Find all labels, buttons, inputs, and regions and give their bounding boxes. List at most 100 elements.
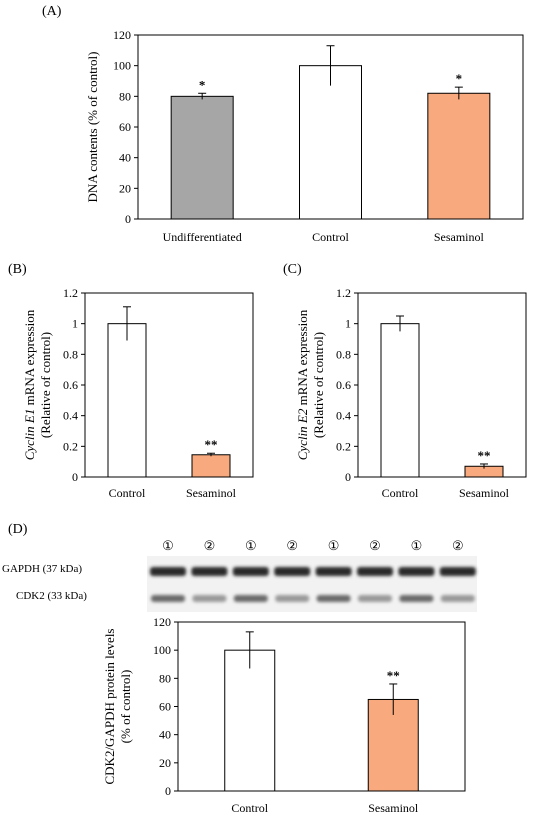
y-axis-label-rest: mRNA expression [22,309,37,408]
y-axis-label-rest: mRNA expression [295,309,310,408]
y-axis-label-gene: Cyclin E2 [295,408,310,460]
bar-control [224,649,276,792]
y-tick-label: 0 [72,470,78,484]
gapdh-band [357,567,393,576]
panel-label-b: (B) [8,262,27,277]
y-tick-label: 1 [345,317,351,331]
error-bar-sesaminol [207,452,215,457]
y-tick-label: 0.8 [63,347,78,361]
y-tick-label: 0 [345,470,351,484]
bar-undifferentiated [170,95,234,220]
gapdh-label: GAPDH (37 kDa) [2,563,83,575]
panel-label-d: (D) [8,522,28,537]
bar-sesaminol [427,92,491,220]
y-tick-label: 1.2 [63,286,78,300]
significance-mark: * [199,77,206,92]
category-label: Control [312,230,349,244]
error-bar-control [123,306,131,341]
lane-label: ① [244,538,257,553]
gapdh-band [274,567,311,576]
significance-mark: ** [205,437,218,452]
y-tick-label: 120 [153,615,171,629]
y-tick-label: 20 [119,181,131,195]
blot-image [147,556,477,612]
y-tick-label: 60 [159,700,171,714]
panel-label-c: (C) [283,262,302,277]
y-tick-label: 0.8 [336,347,351,361]
category-label: Control [109,486,146,500]
chart-a: 0 20 40 60 80 100 120 * Undifferentiated Control *… [85,28,524,244]
y-tick-label: 20 [159,756,171,770]
gapdh-band [315,567,352,576]
y-tick-label: 0.4 [336,409,351,423]
cdk2-band [151,595,185,602]
y-axis-label-gene: Cyclin E1 [22,409,37,461]
lane-label: ② [451,538,464,553]
blot-background [147,556,477,612]
y-tick-label: 80 [159,671,171,685]
lane-label: ② [286,538,299,553]
category-label: Control [231,801,268,815]
cdk2-label: CDK2 (33 kDa) [16,590,87,602]
bar-control [299,65,362,220]
plot-frame [177,621,466,792]
y-tick-label: 0 [165,784,171,798]
chart-d: 0 20 40 60 80 100 120 Control ** Sesaminol CDK2/GA… [102,615,466,815]
y-tick-label: 1.2 [336,286,351,300]
y-tick-label: 100 [153,643,171,657]
category-label: Sesaminol [459,486,510,500]
y-axis-label: Cyclin E2 mRNA expression [295,309,310,460]
y-axis-label-line2: (% of control) [118,670,133,744]
lane-label: ② [369,538,381,553]
category-label: Sesaminol [186,486,237,500]
bar-control [380,323,420,478]
error-bar-undifferentiated [198,92,207,100]
y-tick-label: 0.4 [63,409,78,423]
cdk2-band [440,595,475,602]
chart-c: 0 0.2 0.4 0.6 0.8 1 1.2 Control ** Sesaminol Cycli… [295,286,527,500]
y-tick-label: 40 [159,728,171,742]
category-label: Sesaminol [434,230,485,244]
lane-label: ① [162,538,174,553]
error-bar-control [326,45,335,86]
gapdh-band [191,567,228,576]
y-tick-label: 0.6 [63,378,78,392]
y-tick-label: 1 [72,317,78,331]
y-tick-label: 80 [119,89,131,103]
category-label: Control [382,486,419,500]
y-tick-label: 100 [113,59,131,73]
cdk2-band [275,595,310,602]
panel-label-a: (A) [42,4,62,19]
y-axis-label-line2: (Relative of control) [38,332,53,438]
y-tick-label: 0.2 [63,439,78,453]
error-bar-sesaminol [480,463,488,469]
cdk2-band [316,595,351,602]
western-blot: GAPDH (37 kDa) CDK2 (33 kDa) ① ② ① ② ① ② ① ② [0,528,550,618]
gapdh-band [150,567,186,576]
y-tick-label: 0.6 [336,378,351,392]
lane-label: ② [203,538,216,553]
cdk2-band [233,595,268,602]
cdk2-band [399,595,434,602]
cdk2-band [192,595,227,602]
cdk2-band [358,595,392,602]
category-label: Sesaminol [368,801,419,815]
y-axis-label: DNA contents (% of control) [85,52,100,203]
bar-sesaminol [191,454,231,478]
y-tick-label: 60 [119,120,131,134]
y-axis-label-line2: (Relative of control) [311,332,326,438]
significance-mark: ** [387,668,400,683]
y-tick-label: 120 [113,28,131,42]
bar-control [107,323,147,478]
lane-label: ① [327,538,340,553]
error-bar-control [245,631,254,669]
y-tick-label: 0 [125,212,131,226]
lane-label: ① [410,538,423,553]
category-label: Undifferentiated [163,230,242,244]
error-bar-sesaminol [454,86,463,100]
chart-b: 0 0.2 0.4 0.6 0.8 1 1.2 Control ** Sesaminol Cycli… [22,286,254,500]
y-tick-label: 40 [119,151,131,165]
gapdh-band [439,567,476,576]
y-tick-label: 0.2 [336,439,351,453]
